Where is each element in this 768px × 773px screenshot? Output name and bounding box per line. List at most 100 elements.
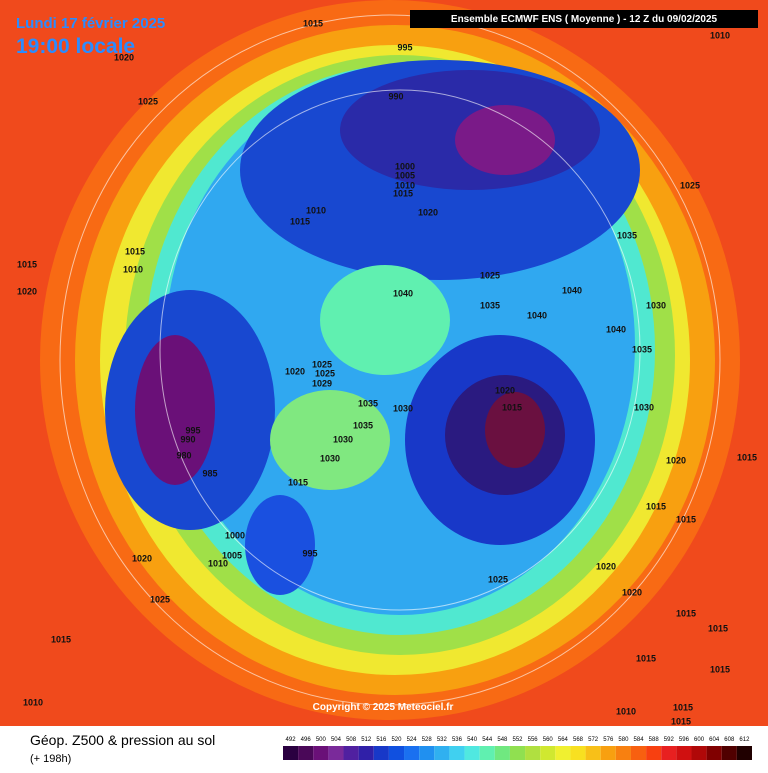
pressure-label: 1005 <box>395 170 415 180</box>
colorbar-label: 500 <box>316 737 327 743</box>
colorbar-swatch <box>600 746 616 760</box>
colorbar-label: 548 <box>497 737 508 743</box>
pressure-label: 1030 <box>333 434 353 444</box>
pressure-label: 980 <box>176 450 191 460</box>
pressure-label: 1030 <box>646 300 666 310</box>
pressure-label: 1010 <box>395 180 415 190</box>
colorbar-swatch <box>298 746 314 760</box>
model-banner <box>410 10 758 28</box>
pressure-label: 1030 <box>634 402 654 412</box>
pressure-label: 1015 <box>51 634 71 644</box>
date: Lundi 17 février 2025 <box>16 15 165 32</box>
colorbar-label: 604 <box>709 737 720 743</box>
pressure-label: 990 <box>388 91 403 101</box>
pressure-label: 1015 <box>676 608 696 618</box>
pressure-label: 1010 <box>306 205 326 215</box>
pressure-label: 1025 <box>138 96 158 106</box>
colorbar-swatch <box>328 746 344 760</box>
pressure-label: 1025 <box>488 574 508 584</box>
colorbar-swatch <box>358 746 374 760</box>
colorbar-label: 572 <box>588 737 599 743</box>
colorbar-label: 580 <box>618 737 629 743</box>
colorbar-label: 516 <box>376 737 387 743</box>
colorbar-swatch <box>630 746 647 760</box>
pressure-label: 1030 <box>393 403 413 413</box>
colorbar-swatch <box>373 746 389 760</box>
colorbar-swatch <box>661 746 677 760</box>
colorbar-swatch <box>555 746 571 760</box>
pressure-label: 1020 <box>495 385 515 395</box>
isobar <box>59 14 721 706</box>
colorbar-swatch <box>449 746 465 760</box>
time: 19:00 locale <box>16 35 135 58</box>
pressure-label: 1035 <box>358 398 378 408</box>
pressure-label: 1035 <box>353 420 373 430</box>
colorbar-swatch <box>479 746 495 760</box>
pressure-label: 1015 <box>288 477 308 487</box>
pressure-label: 1020 <box>17 286 37 296</box>
colorbar-swatch <box>646 746 662 760</box>
pressure-label: 985 <box>202 468 217 478</box>
pressure-label: 1025 <box>150 594 170 604</box>
pressure-label: 1029 <box>312 378 332 388</box>
colorbar-label: 540 <box>467 737 478 743</box>
colorbar-label: 552 <box>512 737 523 743</box>
pressure-label: 1010 <box>616 706 636 716</box>
colorbar-label: 520 <box>391 737 402 743</box>
colorbar-label: 504 <box>331 737 342 743</box>
pressure-label: 995 <box>302 548 317 558</box>
pressure-label: 1015 <box>125 246 145 256</box>
pressure-label: 1015 <box>303 18 323 28</box>
colorbar-swatch <box>404 746 420 760</box>
pressure-label: 1010 <box>208 558 228 568</box>
colorbar-swatch <box>540 746 556 760</box>
pressure-label: 1010 <box>710 30 730 40</box>
pressure-label: 1015 <box>502 402 522 412</box>
colorbar-label: 612 <box>739 737 750 743</box>
footer-title: Géop. Z500 & pression au sol <box>30 732 215 748</box>
colorbar-label: 528 <box>422 737 433 743</box>
low-center <box>135 335 215 485</box>
colorbar-label: 532 <box>437 737 448 743</box>
pressure-label: 1040 <box>393 288 413 298</box>
pressure-label: 1025 <box>315 368 335 378</box>
colorbar-label: 512 <box>361 737 372 743</box>
pressure-label: 1035 <box>480 300 500 310</box>
pressure-label: 995 <box>397 42 412 52</box>
colorbar-swatch <box>525 746 541 760</box>
pressure-label: 1010 <box>23 697 43 707</box>
colorbar-label: 600 <box>694 737 705 743</box>
colorbar-label: 508 <box>346 737 357 743</box>
isobar <box>159 89 641 611</box>
colorbar-swatch <box>721 746 737 760</box>
low-center <box>455 105 555 175</box>
low-center <box>485 392 545 468</box>
colorbar-swatch <box>313 746 329 760</box>
pressure-label: 1020 <box>666 455 686 465</box>
colorbar-swatch <box>283 746 299 760</box>
colorbar-label: 524 <box>407 737 418 743</box>
footer-subtitle: (+ 198h) <box>30 753 71 765</box>
colorbar-label: 608 <box>724 737 735 743</box>
model-info: Ensemble ECMWF ENS ( Moyenne ) - 12 Z du… <box>451 14 718 25</box>
colorbar-label: 556 <box>528 737 539 743</box>
pressure-label: 1020 <box>285 366 305 376</box>
pressure-label: 1040 <box>527 310 547 320</box>
pressure-label: 1020 <box>622 587 642 597</box>
colorbar-swatch <box>570 746 586 760</box>
pressure-label: 1030 <box>320 453 340 463</box>
pressure-label: 1025 <box>680 180 700 190</box>
pressure-label: 1015 <box>671 716 691 726</box>
colorbar-swatch <box>434 746 450 760</box>
pressure-label: 1015 <box>673 702 693 712</box>
colorbar-label: 544 <box>482 737 493 743</box>
pressure-label: 1015 <box>290 216 310 226</box>
pressure-label: 1040 <box>562 285 582 295</box>
pressure-label: 1000 <box>395 161 415 171</box>
colorbar-label: 584 <box>634 737 645 743</box>
colorbar-label: 564 <box>558 737 569 743</box>
colorbar-swatch <box>585 746 601 760</box>
colorbar-swatch <box>494 746 510 760</box>
colorbar-swatch <box>676 746 692 760</box>
pressure-label: 1015 <box>676 514 696 524</box>
